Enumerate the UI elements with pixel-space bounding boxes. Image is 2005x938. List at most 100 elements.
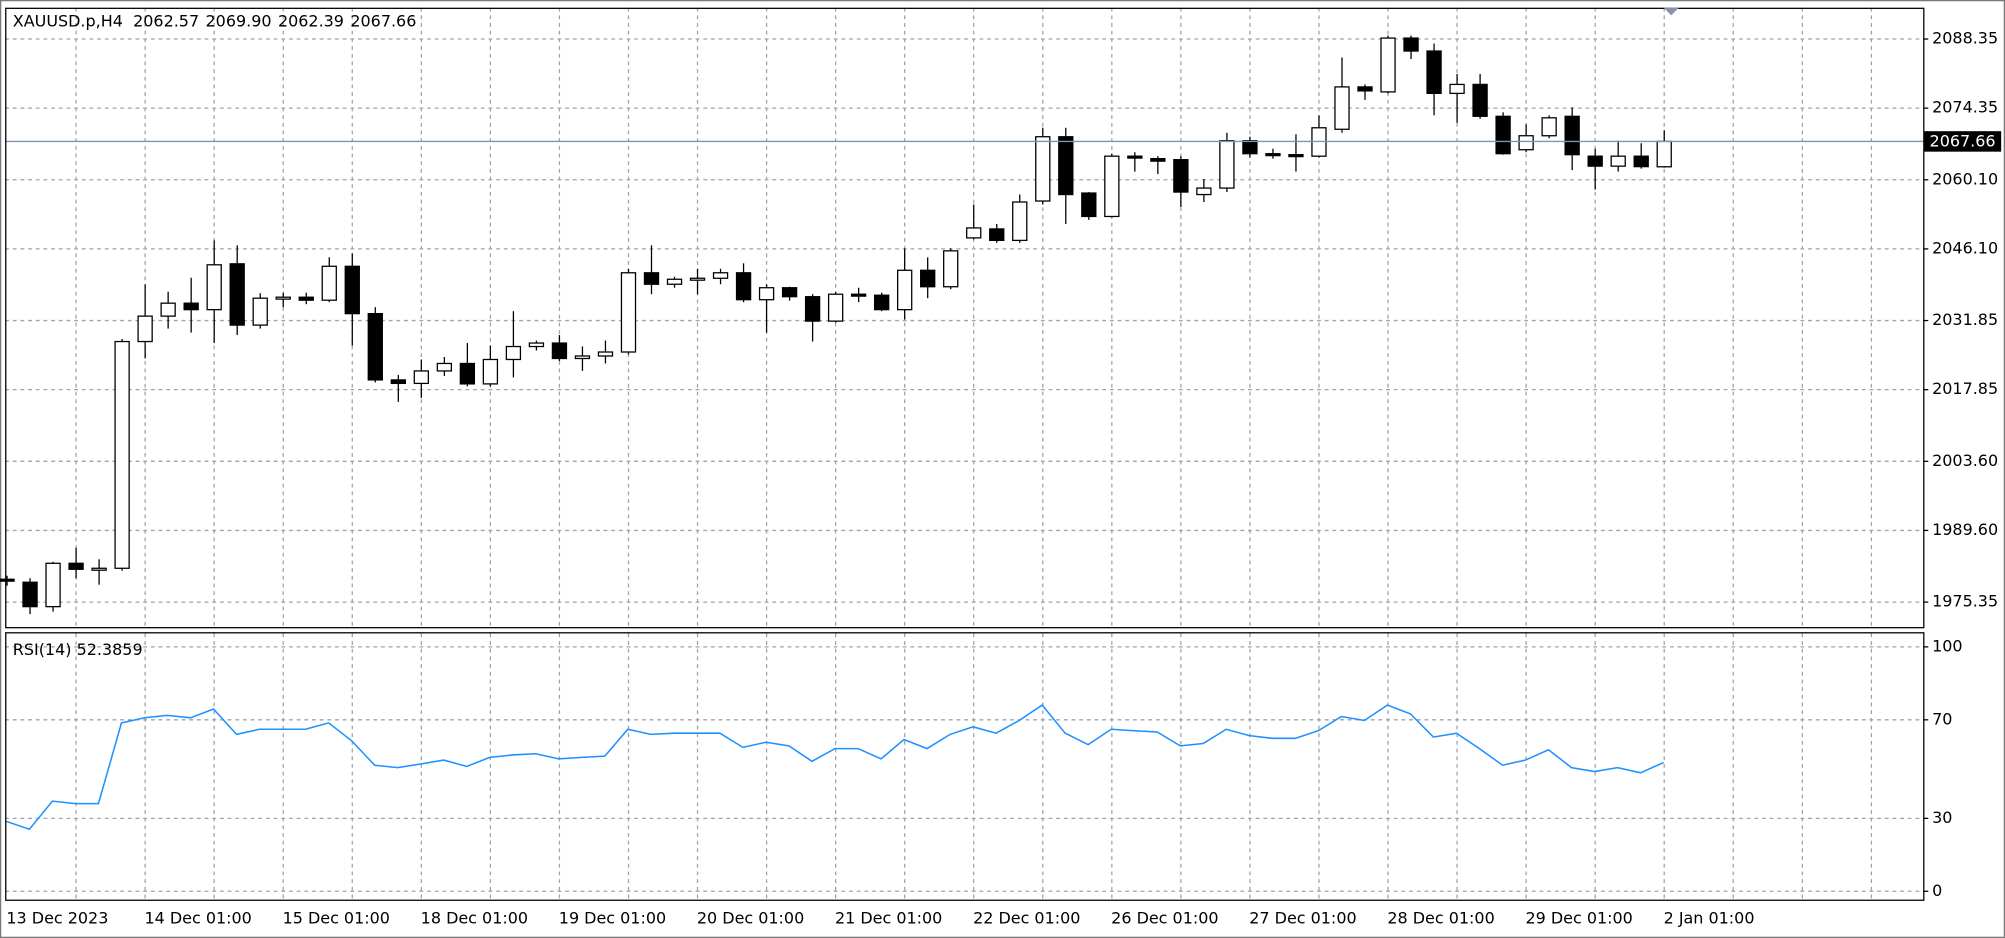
y-tick-label: 2088.35 xyxy=(1932,29,1998,48)
candle-body xyxy=(1403,37,1419,52)
candle-body xyxy=(1219,140,1235,189)
current-price-label: 2067.66 xyxy=(1930,132,1996,151)
candle-body xyxy=(735,272,752,301)
candle-body xyxy=(321,265,337,301)
y-tick-label: 2017.85 xyxy=(1932,379,1998,398)
candle-body xyxy=(137,315,153,343)
candle-body xyxy=(943,250,959,288)
candle-body xyxy=(505,345,522,361)
last-low: 2062.39 xyxy=(278,11,344,30)
candle-body xyxy=(91,567,107,571)
candle-body xyxy=(206,264,222,311)
candle-body xyxy=(229,263,245,326)
candle-body xyxy=(0,578,15,582)
candle-body xyxy=(1357,86,1373,92)
x-tick-label: 20 Dec 01:00 xyxy=(697,908,804,927)
candle-body xyxy=(989,228,1005,242)
x-tick-label: 21 Dec 01:00 xyxy=(835,908,942,927)
y-tick-label: 2046.10 xyxy=(1932,238,1998,257)
candle-body xyxy=(22,581,38,608)
chart-shift-marker xyxy=(1663,7,1679,16)
current-price-box xyxy=(1924,131,2002,152)
x-tick-label: 18 Dec 01:00 xyxy=(421,908,528,927)
candle-body xyxy=(114,340,130,569)
price-header: XAUUSD.p,H4 2062.57 2069.90 2062.39 2067.66 xyxy=(13,11,417,30)
candle-body xyxy=(1472,83,1488,117)
y-tick-label: 30 xyxy=(1932,808,1952,827)
candle-body xyxy=(850,293,867,297)
candle-body xyxy=(712,272,729,279)
y-tick-label: 2074.35 xyxy=(1932,98,1998,117)
candle-body xyxy=(643,272,660,285)
x-tick-label: 13 Dec 2023 xyxy=(6,908,108,927)
candle-body xyxy=(1334,86,1350,130)
candle-body xyxy=(1242,140,1258,155)
candle-body xyxy=(45,562,61,608)
candle-body xyxy=(344,265,360,315)
candle-body xyxy=(758,287,775,301)
x-tick-label: 22 Dec 01:00 xyxy=(973,908,1080,927)
candle-body xyxy=(551,342,568,360)
last-open: 2062.57 xyxy=(133,11,199,30)
candle-body xyxy=(1012,201,1028,242)
y-tick-label: 100 xyxy=(1932,636,1962,655)
y-tick-label: 70 xyxy=(1932,709,1952,728)
candle-body xyxy=(1288,154,1304,158)
candle-body xyxy=(1081,192,1097,218)
price-panel-frame xyxy=(5,7,1925,629)
rsi-title: RSI(14) xyxy=(13,640,72,659)
candle-body xyxy=(1127,155,1143,159)
y-tick-label: 2031.85 xyxy=(1932,310,1998,329)
candle-body xyxy=(1035,136,1051,202)
candle-body xyxy=(160,302,176,317)
candle-body xyxy=(689,277,706,281)
candle-body xyxy=(1058,136,1074,196)
x-tick-label: 2 Jan 01:00 xyxy=(1664,908,1755,927)
candle-body xyxy=(574,355,591,360)
candle-body xyxy=(1104,155,1120,218)
candle-body xyxy=(1656,140,1672,168)
candle-body xyxy=(666,278,683,285)
x-tick-label: 15 Dec 01:00 xyxy=(283,908,390,927)
candle-body xyxy=(459,362,476,385)
rsi-last-value: 52.3859 xyxy=(77,640,143,659)
candle-body xyxy=(1541,117,1557,137)
rsi-header: RSI(14) 52.3859 xyxy=(13,640,143,659)
y-tick-label: 1975.35 xyxy=(1932,592,1998,611)
candle-body xyxy=(1610,155,1626,167)
y-tick-label: 1989.60 xyxy=(1932,520,1998,539)
candle-body xyxy=(1265,153,1281,157)
x-tick-label: 28 Dec 01:00 xyxy=(1387,908,1494,927)
candle-body xyxy=(966,227,982,239)
candle-body xyxy=(1426,50,1442,95)
candle-body xyxy=(275,296,291,300)
candle-body xyxy=(804,296,821,322)
candle-body xyxy=(873,294,890,311)
last-close: 2067.66 xyxy=(350,11,416,30)
candle-body xyxy=(390,379,406,385)
candle-body xyxy=(413,370,430,385)
candle-body xyxy=(436,362,453,372)
rsi-line xyxy=(6,704,1664,831)
y-tick-label: 2060.10 xyxy=(1932,169,1998,188)
candle-body xyxy=(897,269,913,311)
x-tick-label: 29 Dec 01:00 xyxy=(1525,908,1632,927)
candle-body xyxy=(1518,135,1534,151)
candle-body xyxy=(1495,115,1511,155)
candle-body xyxy=(1196,187,1212,196)
last-high: 2069.90 xyxy=(206,11,272,30)
y-tick-label: 2003.60 xyxy=(1932,451,1998,470)
mark-layer xyxy=(0,35,1924,831)
candle-body xyxy=(367,312,383,381)
candle-body xyxy=(252,297,268,326)
x-tick-label: 19 Dec 01:00 xyxy=(559,908,666,927)
symbol-title: XAUUSD.p,H4 xyxy=(13,11,123,30)
candle-body xyxy=(827,293,844,322)
candle-body xyxy=(1380,37,1396,93)
x-tick-label: 26 Dec 01:00 xyxy=(1111,908,1218,927)
candle-body xyxy=(68,562,84,570)
candle-body xyxy=(1173,159,1189,193)
candle-body xyxy=(620,272,637,353)
candle-body xyxy=(528,342,545,348)
